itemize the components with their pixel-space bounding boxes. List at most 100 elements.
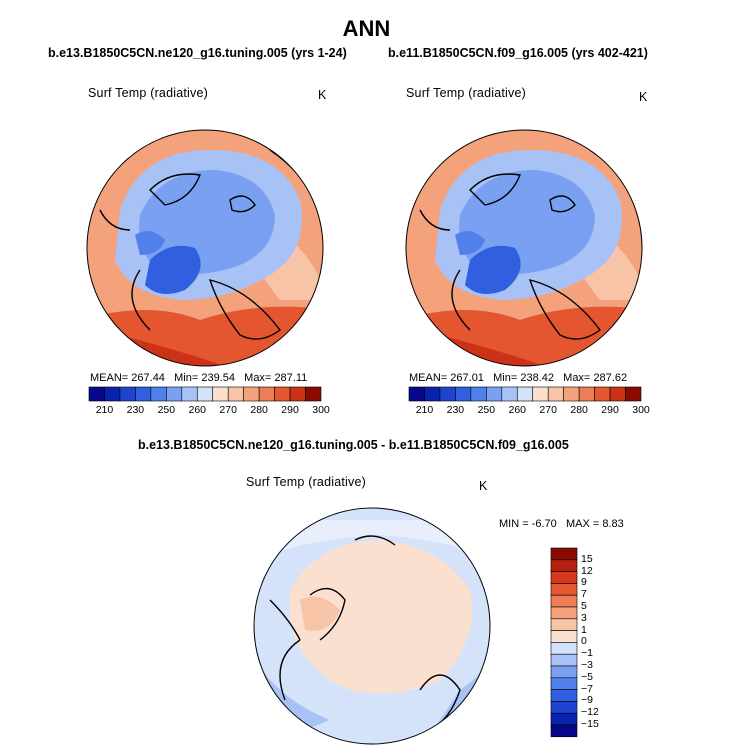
diff-colorbar bbox=[550, 547, 578, 738]
panel1-min-label: Min= bbox=[174, 372, 199, 384]
colorbar-box bbox=[550, 677, 578, 690]
colorbar-box bbox=[501, 386, 518, 402]
colorbar-tick-label: 290 bbox=[601, 404, 619, 416]
panel2-map-border bbox=[405, 129, 643, 367]
colorbar-tick-label: −15 bbox=[581, 718, 599, 730]
colorbar-tick-label: 290 bbox=[281, 404, 299, 416]
panel1-map-border bbox=[86, 129, 324, 367]
panel2-min-label: Min= bbox=[493, 372, 518, 384]
diff-stats: MIN = -6.70 MAX = 8.83 bbox=[499, 518, 624, 530]
colorbar-tick-label: 260 bbox=[188, 404, 207, 416]
colorbar-tick-label: 230 bbox=[126, 404, 145, 416]
colorbar-box bbox=[594, 386, 611, 402]
diff-map-border bbox=[253, 507, 491, 745]
colorbar-box bbox=[550, 630, 578, 643]
diff-warm-patch bbox=[300, 596, 340, 631]
colorbar-tick-label: −12 bbox=[581, 706, 599, 719]
colorbar-box bbox=[181, 386, 198, 402]
panel1-mean-value: 267.44 bbox=[131, 372, 165, 384]
colorbar-box bbox=[550, 724, 578, 738]
colorbar-box bbox=[550, 583, 578, 596]
colorbar-box bbox=[88, 386, 105, 402]
colorbar-box bbox=[305, 386, 322, 402]
colorbar-box bbox=[578, 386, 595, 402]
colorbar-box bbox=[455, 386, 472, 402]
colorbar-tick-label: 1 bbox=[581, 623, 587, 636]
colorbar-tick-label: −1 bbox=[581, 647, 593, 660]
panel2-map bbox=[405, 129, 643, 367]
panel1-mean-label: MEAN= bbox=[90, 372, 129, 384]
colorbar-tick-label: 270 bbox=[539, 404, 557, 416]
colorbar-box bbox=[486, 386, 503, 402]
colorbar-box bbox=[550, 547, 578, 561]
colorbar-box bbox=[150, 386, 167, 402]
colorbar-tick-label: 250 bbox=[157, 404, 176, 416]
colorbar-box bbox=[516, 386, 534, 402]
colorbar-box bbox=[166, 386, 183, 402]
diff-min-value: -6.70 bbox=[531, 518, 557, 530]
colorbar-tick-label: 9 bbox=[581, 576, 587, 589]
diff-min-label: MIN = bbox=[499, 518, 529, 530]
panel1-min-value: 239.54 bbox=[201, 372, 235, 384]
colorbar-box bbox=[550, 606, 578, 620]
diff-max-value: 8.83 bbox=[602, 518, 624, 530]
colorbar-box bbox=[258, 386, 275, 402]
colorbar-box bbox=[550, 653, 578, 667]
colorbar-tick-label: 300 bbox=[312, 404, 330, 416]
colorbar-box bbox=[550, 712, 578, 726]
panel2-min-value: 238.42 bbox=[520, 372, 554, 384]
colorbar-tick-label: −7 bbox=[581, 682, 593, 695]
panel2-greenland bbox=[465, 245, 521, 294]
colorbar-tick-label: −3 bbox=[581, 659, 593, 671]
colorbar-box bbox=[547, 386, 564, 402]
colorbar-tick-label: 210 bbox=[95, 404, 114, 416]
colorbar-box bbox=[408, 386, 425, 402]
colorbar-tick-label: 210 bbox=[415, 404, 434, 416]
colorbar-box bbox=[550, 594, 578, 608]
panel2-max-label: Max= bbox=[563, 372, 591, 384]
colorbar-tick-label: 3 bbox=[581, 611, 587, 624]
panel1-stats: MEAN= 267.44 Min= 239.54 Max= 287.11 bbox=[90, 372, 307, 384]
colorbar-tick-label: 5 bbox=[581, 600, 587, 612]
panel2-variable-label: Surf Temp (radiative) bbox=[406, 86, 526, 100]
colorbar-box bbox=[550, 665, 578, 679]
panel1-colorbar bbox=[88, 386, 322, 402]
colorbar-box bbox=[563, 386, 580, 402]
colorbar-box bbox=[212, 386, 229, 402]
colorbar-box bbox=[227, 386, 244, 402]
panel1-units-label: K bbox=[318, 88, 327, 102]
figure-title: ANN bbox=[342, 16, 391, 41]
colorbar-box bbox=[119, 386, 136, 402]
diff-max-label: MAX = bbox=[565, 518, 600, 530]
colorbar-box bbox=[243, 386, 260, 402]
colorbar-box bbox=[609, 386, 626, 402]
colorbar-box bbox=[135, 386, 152, 402]
colorbar-tick-label: 230 bbox=[446, 404, 465, 416]
panel2-mean-label: MEAN= bbox=[409, 372, 448, 384]
panel2-units-label: K bbox=[639, 90, 648, 104]
colorbar-box bbox=[104, 386, 121, 402]
colorbar-box bbox=[550, 618, 578, 631]
colorbar-tick-label: 260 bbox=[508, 404, 527, 416]
panel1-map bbox=[86, 129, 324, 367]
diff-units-label: K bbox=[479, 479, 488, 493]
colorbar-tick-label: 250 bbox=[477, 404, 496, 416]
colorbar-box bbox=[550, 701, 578, 714]
panel2-case-title: b.e11.B1850C5CN.f09_g16.005 (yrs 402-421… bbox=[388, 46, 648, 60]
panel1-max-value: 287.11 bbox=[274, 372, 308, 384]
colorbar-box bbox=[625, 386, 642, 402]
panel2-stats: MEAN= 267.01 Min= 238.42 Max= 287.62 bbox=[409, 372, 627, 384]
panel2-mean-value: 267.01 bbox=[450, 372, 484, 384]
colorbar-tick-label: 7 bbox=[581, 588, 587, 601]
colorbar-box bbox=[470, 386, 487, 402]
panel2-coastlines bbox=[419, 149, 636, 340]
colorbar-box bbox=[532, 386, 549, 402]
colorbar-box bbox=[550, 689, 578, 702]
panel1-archipelago bbox=[135, 231, 165, 255]
colorbar-tick-label: −9 bbox=[581, 694, 593, 707]
colorbar-tick-label: 300 bbox=[632, 404, 650, 416]
colorbar-tick-label: 280 bbox=[570, 404, 588, 416]
colorbar-tick-label: 12 bbox=[581, 564, 593, 577]
panel1-greenland bbox=[145, 245, 201, 294]
